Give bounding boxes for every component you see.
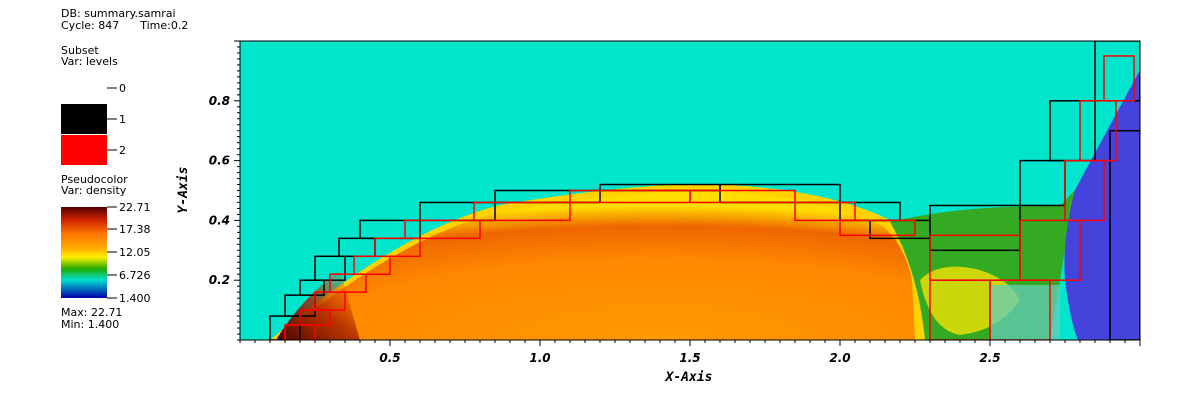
subset-entry-2: 2 — [119, 144, 126, 157]
shocked-shell-region — [276, 191, 915, 340]
colorbar-ticks — [107, 206, 117, 299]
subset-entry-0: 0 — [119, 82, 126, 95]
colorbar-label-3: 12.05 — [119, 246, 151, 259]
refinement-boxes — [269, 41, 1140, 340]
level-2-patch — [839, 219, 916, 237]
y-tick-label: 0.8 — [209, 94, 230, 108]
level-2-swatch — [61, 135, 107, 165]
plot-axes: 0.5 1.0 1.5 2.0 2.5 0.2 0.4 0.6 0.8 — [209, 40, 1141, 365]
level-2-patch — [794, 201, 856, 222]
db-label: DB: summary.samrai — [61, 7, 176, 20]
pseudocolor-var-label: Var: density — [61, 184, 127, 197]
level-1-patch — [299, 279, 325, 296]
level-1-patch — [1109, 129, 1140, 340]
x-tick-label: 2.5 — [979, 351, 1000, 365]
subset-var-label: Var: levels — [61, 55, 118, 68]
density-field — [240, 41, 1140, 340]
min-label: Min: 1.400 — [61, 318, 120, 331]
y-tick-label: 0.2 — [209, 273, 230, 287]
level-2-patch — [1019, 219, 1081, 281]
level-2-patch — [473, 201, 571, 222]
subset-title: Subset — [61, 44, 99, 57]
max-label: Max: 22.71 — [61, 306, 123, 319]
level-2-patch — [1079, 100, 1117, 162]
subset-entry-1: 1 — [119, 113, 126, 126]
refinement-level-2 — [284, 55, 1135, 340]
level-2-patch — [689, 189, 796, 204]
x-tick-label: 0.5 — [379, 351, 400, 365]
level-2-patch — [404, 219, 481, 240]
colorbar-label-2: 17.38 — [119, 223, 151, 236]
high-density-corner — [276, 270, 360, 340]
cycle-time-label: Cycle: 847 Time:0.2 — [61, 19, 189, 32]
level-2-patch — [353, 255, 391, 275]
x-tick-label: 2.0 — [829, 351, 850, 365]
colorbar-label-max: 22.71 — [119, 201, 151, 214]
x-tick-label: 1.5 — [679, 351, 700, 365]
vortex-region — [990, 285, 1060, 340]
level-1-swatch — [61, 104, 107, 134]
colorbar-label-4: 6.726 — [119, 269, 151, 282]
y-tick-label: 0.4 — [209, 213, 230, 227]
level-2-patch — [329, 273, 367, 293]
x-tick-label: 1.0 — [529, 351, 550, 365]
level-2-patch — [374, 237, 421, 258]
level-2-patch — [1103, 55, 1135, 102]
x-axis-title: X-Axis — [665, 370, 713, 385]
pseudocolor-title: Pseudocolor — [61, 173, 128, 186]
density-colorbar — [61, 207, 107, 298]
colorbar-label-min: 1.400 — [119, 292, 151, 305]
subset-legend-ticks — [107, 87, 117, 151]
post-shock-region — [1064, 70, 1140, 340]
y-axis-title: Y-Axis — [176, 167, 191, 214]
y-tick-label: 0.6 — [209, 154, 230, 168]
